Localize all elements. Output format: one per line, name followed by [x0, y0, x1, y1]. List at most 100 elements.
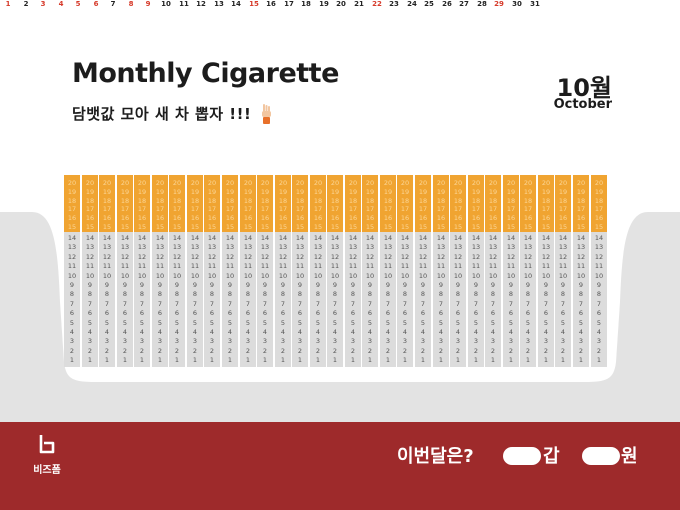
count-mark[interactable]: 4 [543, 328, 549, 336]
count-mark[interactable]: 9 [525, 281, 531, 289]
count-mark[interactable]: 8 [560, 290, 566, 299]
count-mark[interactable]: 11 [260, 262, 270, 271]
count-mark[interactable]: 12 [400, 252, 410, 261]
count-mark[interactable]: 20 [400, 179, 410, 187]
count-mark[interactable]: 19 [383, 187, 393, 196]
count-mark[interactable]: 1 [367, 356, 373, 365]
count-mark[interactable]: 7 [367, 299, 373, 308]
count-mark[interactable]: 6 [122, 309, 128, 318]
count-mark[interactable]: 14 [260, 234, 270, 242]
count-mark[interactable]: 14 [576, 234, 586, 242]
count-mark[interactable]: 15 [225, 223, 235, 231]
count-mark[interactable]: 10 [330, 271, 340, 280]
count-mark[interactable]: 2 [525, 346, 531, 355]
count-mark[interactable]: 8 [87, 290, 93, 299]
count-mark[interactable]: 8 [455, 290, 461, 299]
count-mark[interactable]: 9 [122, 281, 128, 289]
count-mark[interactable]: 19 [558, 187, 568, 196]
count-mark[interactable]: 4 [174, 328, 180, 336]
count-mark[interactable]: 7 [543, 299, 549, 308]
count-mark[interactable]: 18 [576, 196, 586, 205]
count-mark[interactable]: 5 [402, 318, 408, 327]
count-mark[interactable]: 20 [383, 179, 393, 187]
count-mark[interactable]: 2 [560, 346, 566, 355]
count-mark[interactable]: 7 [87, 299, 93, 308]
count-mark[interactable]: 5 [490, 318, 496, 327]
count-mark[interactable]: 18 [488, 196, 498, 205]
count-mark[interactable]: 3 [315, 337, 321, 346]
count-mark[interactable]: 7 [122, 299, 128, 308]
count-mark[interactable]: 15 [523, 223, 533, 231]
count-mark[interactable]: 14 [243, 234, 253, 242]
count-mark[interactable]: 17 [225, 205, 235, 214]
count-mark[interactable]: 11 [348, 262, 358, 271]
count-mark[interactable]: 12 [558, 252, 568, 261]
count-mark[interactable]: 11 [172, 262, 182, 271]
count-mark[interactable]: 14 [436, 234, 446, 242]
cigarette-day-29[interactable]: 20 19 18 17 16 15 14 13 12 11 10 9 8 7 6 5 4 3 2 1 [555, 175, 571, 367]
count-mark[interactable]: 10 [471, 271, 481, 280]
count-mark[interactable]: 19 [243, 187, 253, 196]
count-mark[interactable]: 3 [385, 337, 391, 346]
count-mark[interactable]: 13 [190, 243, 200, 252]
count-mark[interactable]: 15 [453, 223, 463, 231]
count-mark[interactable]: 18 [155, 196, 165, 205]
count-mark[interactable]: 2 [69, 346, 75, 355]
count-mark[interactable]: 13 [225, 243, 235, 252]
count-mark[interactable]: 2 [157, 346, 163, 355]
count-mark[interactable]: 6 [402, 309, 408, 318]
count-mark[interactable]: 7 [490, 299, 496, 308]
count-mark[interactable]: 11 [471, 262, 481, 271]
count-mark[interactable]: 14 [471, 234, 481, 242]
count-mark[interactable]: 19 [190, 187, 200, 196]
count-mark[interactable]: 8 [104, 290, 110, 299]
count-mark[interactable]: 14 [295, 234, 305, 242]
count-mark[interactable]: 8 [245, 290, 251, 299]
count-mark[interactable]: 3 [87, 337, 93, 346]
count-mark[interactable]: 19 [155, 187, 165, 196]
count-mark[interactable]: 9 [227, 281, 233, 289]
count-mark[interactable]: 17 [85, 205, 95, 214]
count-mark[interactable]: 3 [157, 337, 163, 346]
count-mark[interactable]: 16 [190, 214, 200, 223]
count-mark[interactable]: 4 [438, 328, 444, 336]
count-mark[interactable]: 12 [330, 252, 340, 261]
count-mark[interactable]: 15 [471, 223, 481, 231]
count-mark[interactable]: 9 [385, 281, 391, 289]
count-mark[interactable]: 3 [508, 337, 514, 346]
count-mark[interactable]: 13 [488, 243, 498, 252]
count-mark[interactable]: 16 [400, 214, 410, 223]
count-mark[interactable]: 20 [313, 179, 323, 187]
count-mark[interactable]: 13 [558, 243, 568, 252]
cigarette-day-17[interactable]: 20 19 18 17 16 15 14 13 12 11 10 9 8 7 6 5 4 3 2 1 [345, 175, 361, 367]
count-mark[interactable]: 3 [174, 337, 180, 346]
count-mark[interactable]: 3 [490, 337, 496, 346]
count-mark[interactable]: 1 [122, 356, 128, 365]
count-mark[interactable]: 5 [227, 318, 233, 327]
count-mark[interactable]: 7 [245, 299, 251, 308]
count-mark[interactable]: 13 [541, 243, 551, 252]
count-mark[interactable]: 11 [137, 262, 147, 271]
count-mark[interactable]: 11 [190, 262, 200, 271]
count-mark[interactable]: 3 [402, 337, 408, 346]
count-mark[interactable]: 10 [120, 271, 130, 280]
count-mark[interactable]: 9 [455, 281, 461, 289]
count-mark[interactable]: 20 [541, 179, 551, 187]
count-mark[interactable]: 20 [506, 179, 516, 187]
count-mark[interactable]: 17 [137, 205, 147, 214]
count-mark[interactable]: 15 [348, 223, 358, 231]
count-mark[interactable]: 18 [558, 196, 568, 205]
count-mark[interactable]: 15 [383, 223, 393, 231]
count-mark[interactable]: 20 [471, 179, 481, 187]
count-mark[interactable]: 16 [137, 214, 147, 223]
count-mark[interactable]: 1 [227, 356, 233, 365]
count-mark[interactable]: 3 [438, 337, 444, 346]
count-mark[interactable]: 10 [523, 271, 533, 280]
count-mark[interactable]: 6 [69, 309, 75, 318]
count-mark[interactable]: 6 [245, 309, 251, 318]
count-mark[interactable]: 3 [578, 337, 584, 346]
count-mark[interactable]: 17 [155, 205, 165, 214]
count-mark[interactable]: 12 [190, 252, 200, 261]
count-mark[interactable]: 18 [120, 196, 130, 205]
count-mark[interactable]: 13 [85, 243, 95, 252]
